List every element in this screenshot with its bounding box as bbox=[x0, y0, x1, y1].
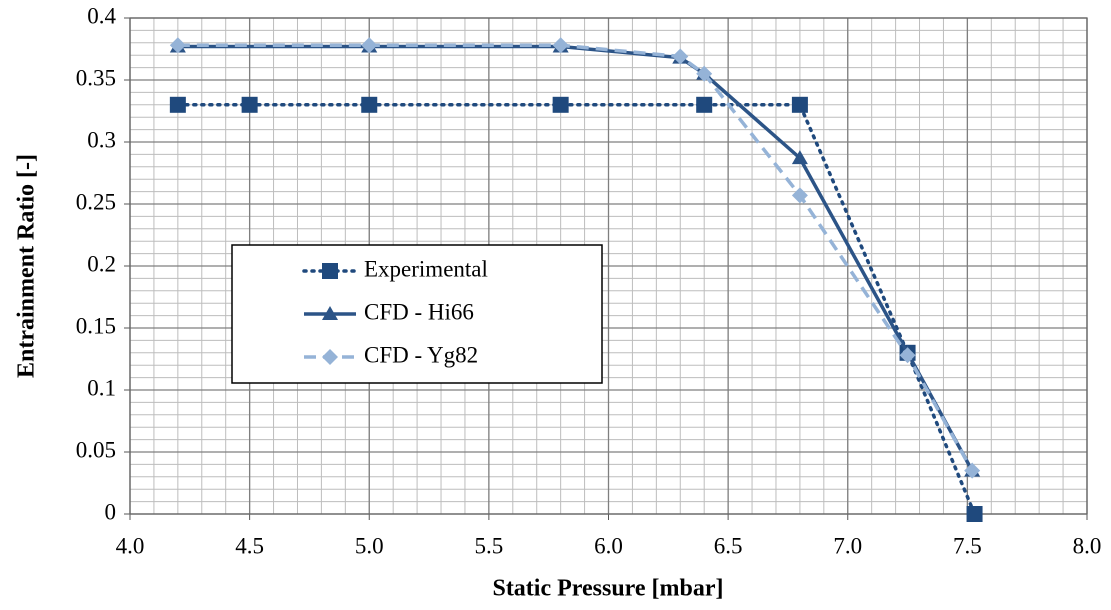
marker bbox=[791, 96, 808, 113]
x-tick-label: 5.5 bbox=[475, 533, 504, 558]
y-tick-label: 0.4 bbox=[87, 3, 116, 28]
legend-box bbox=[231, 244, 603, 384]
series-line bbox=[177, 43, 974, 472]
y-tick-label: 0.25 bbox=[76, 189, 116, 214]
marker bbox=[169, 37, 186, 54]
series-line bbox=[176, 103, 977, 516]
x-tick-label: 5.0 bbox=[355, 533, 384, 558]
y-tick-label: 0.3 bbox=[87, 127, 116, 152]
marker bbox=[552, 96, 569, 113]
y-tick-label: 0.15 bbox=[76, 313, 116, 338]
y-tick-label: 0.35 bbox=[76, 65, 116, 90]
x-tick-label: 6.5 bbox=[714, 533, 743, 558]
marker bbox=[361, 37, 378, 54]
legend-label: CFD - Yg82 bbox=[364, 342, 478, 367]
marker bbox=[241, 96, 258, 113]
y-tick-label: 0 bbox=[105, 499, 117, 524]
legend: Experimental CFD - Hi66 CFD - Yg82 bbox=[231, 244, 603, 384]
marker bbox=[791, 150, 808, 165]
marker bbox=[696, 96, 713, 113]
x-tick-label: 8.0 bbox=[1073, 533, 1102, 558]
marker bbox=[672, 48, 689, 65]
marker bbox=[966, 506, 983, 522]
legend-marker bbox=[322, 349, 338, 365]
y-tick-label: 0.1 bbox=[87, 375, 116, 400]
y-tick-label: 0.05 bbox=[76, 437, 116, 462]
marker bbox=[964, 462, 981, 479]
x-axis-title: Static Pressure [mbar] bbox=[492, 576, 723, 602]
x-tick-label: 7.0 bbox=[833, 533, 862, 558]
x-tick-label: 7.5 bbox=[953, 533, 982, 558]
y-tick-label: 0.2 bbox=[87, 251, 116, 276]
legend-label: Experimental bbox=[364, 256, 488, 281]
marker bbox=[361, 96, 378, 113]
marker bbox=[791, 187, 808, 204]
marker bbox=[169, 96, 186, 113]
legend-marker bbox=[322, 263, 338, 279]
x-tick-label: 4.5 bbox=[235, 533, 264, 558]
marker bbox=[696, 65, 713, 82]
x-tick-label: 4.0 bbox=[116, 533, 145, 558]
y-axis-title: Entrainment Ratio [-] bbox=[14, 154, 40, 378]
legend-marker bbox=[322, 306, 338, 320]
x-tick-label: 6.0 bbox=[594, 533, 623, 558]
marker bbox=[899, 347, 916, 364]
plot-border bbox=[129, 17, 1088, 515]
legend-label: CFD - Hi66 bbox=[364, 299, 474, 324]
marker bbox=[552, 37, 569, 54]
